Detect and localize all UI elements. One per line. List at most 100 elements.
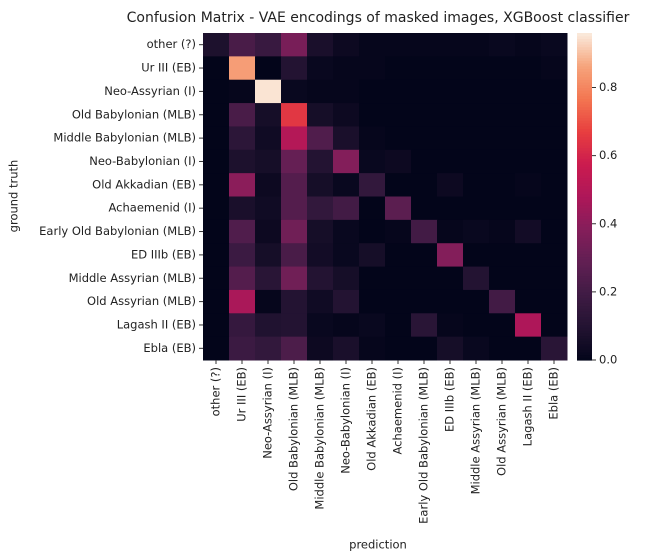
heatmap-cell bbox=[411, 196, 438, 221]
heatmap-cell bbox=[255, 219, 282, 244]
colorbar-tick-label: 0.2 bbox=[599, 284, 617, 298]
heatmap-cell bbox=[437, 336, 464, 361]
colorbar-segment bbox=[577, 188, 592, 192]
heatmap-cell bbox=[333, 56, 360, 81]
heatmap-cell bbox=[333, 243, 360, 268]
colorbar-segment bbox=[577, 139, 592, 143]
heatmap-cell bbox=[359, 243, 386, 268]
colorbar-segment bbox=[577, 324, 592, 328]
colorbar-segment bbox=[577, 38, 592, 42]
heatmap-cell bbox=[385, 289, 412, 314]
heatmap-cell bbox=[541, 196, 568, 221]
colorbar-segment bbox=[577, 112, 592, 116]
colorbar-segment bbox=[577, 313, 592, 317]
heatmap-cell bbox=[463, 33, 490, 57]
heatmap-cell bbox=[541, 103, 568, 127]
heatmap-cell bbox=[515, 266, 542, 291]
colorbar-segment bbox=[577, 294, 592, 298]
heatmap-cell bbox=[281, 289, 308, 314]
heatmap-cell bbox=[515, 313, 542, 338]
heatmap-cell bbox=[463, 173, 490, 197]
y-tick-label: Neo-Babylonian (I) bbox=[89, 154, 196, 168]
colorbar-segment bbox=[577, 215, 592, 219]
heatmap-cell bbox=[307, 243, 334, 268]
heatmap-cell bbox=[333, 266, 360, 291]
y-tick-label: Early Old Babylonian (MLB) bbox=[39, 224, 196, 238]
y-tick-label: Middle Babylonian (MLB) bbox=[53, 131, 196, 145]
heatmap-cell bbox=[385, 126, 412, 151]
heatmap-cell bbox=[411, 313, 438, 338]
heatmap-cell bbox=[203, 149, 230, 174]
heatmap-cell bbox=[437, 173, 464, 197]
colorbar-segment bbox=[577, 354, 592, 358]
y-axis-label: ground truth bbox=[7, 160, 21, 233]
heatmap-cell bbox=[515, 79, 542, 104]
colorbar-segment bbox=[577, 261, 592, 266]
colorbar-segment bbox=[577, 142, 592, 146]
colorbar-segment bbox=[577, 340, 592, 345]
colorbar-segment bbox=[577, 286, 592, 290]
x-axis-label: prediction bbox=[349, 538, 407, 552]
heatmap-cell bbox=[437, 289, 464, 314]
heatmap-cell bbox=[229, 79, 256, 104]
colorbar-segment bbox=[577, 169, 592, 173]
heatmap-cell bbox=[489, 103, 516, 127]
heatmap-cell bbox=[437, 313, 464, 338]
colorbar-segment bbox=[577, 207, 592, 211]
colorbar-segment bbox=[577, 152, 592, 157]
heatmap-cell bbox=[541, 313, 568, 338]
heatmap-cell bbox=[437, 79, 464, 104]
colorbar-segment bbox=[577, 144, 592, 149]
colorbar-segment bbox=[577, 297, 592, 301]
heatmap-cell bbox=[463, 79, 490, 104]
colorbar-segment bbox=[577, 237, 592, 241]
heatmap-cell bbox=[463, 313, 490, 338]
heatmap-cell bbox=[281, 149, 308, 174]
heatmap-cell bbox=[307, 33, 334, 57]
heatmap-cell bbox=[203, 219, 230, 244]
colorbar-segment bbox=[577, 147, 592, 151]
heatmap-cell bbox=[255, 126, 282, 151]
colorbar-segment bbox=[577, 161, 592, 165]
colorbar-segment bbox=[577, 253, 592, 258]
colorbar-segment bbox=[577, 289, 592, 293]
heatmap-cell bbox=[229, 126, 256, 151]
heatmap-cell bbox=[229, 173, 256, 197]
colorbar-segment bbox=[577, 82, 592, 86]
heatmap-cell bbox=[307, 56, 334, 81]
colorbar-segment bbox=[577, 128, 592, 132]
heatmap-cell bbox=[359, 33, 386, 57]
heatmap-cell bbox=[333, 219, 360, 244]
colorbar-segment bbox=[577, 35, 592, 40]
heatmap-cell bbox=[255, 56, 282, 81]
heatmap-cell bbox=[203, 56, 230, 81]
y-tick-label: Middle Assyrian (MLB) bbox=[69, 271, 196, 285]
colorbar-segment bbox=[577, 351, 592, 356]
colorbar-segment bbox=[577, 191, 592, 195]
y-tick-label: Old Assyrian (MLB) bbox=[87, 294, 196, 308]
heatmap-cell bbox=[203, 79, 230, 104]
colorbar-segment bbox=[577, 316, 592, 320]
colorbar-segment bbox=[577, 52, 592, 56]
heatmap-cell bbox=[359, 173, 386, 197]
colorbar-segment bbox=[577, 196, 592, 200]
heatmap-cell bbox=[515, 336, 542, 361]
heatmap-cell bbox=[437, 219, 464, 244]
colorbar-segment bbox=[577, 65, 592, 70]
heatmap-cell bbox=[281, 196, 308, 221]
heatmap-cell bbox=[411, 219, 438, 244]
x-tick-label: ED IIIb (EB) bbox=[443, 367, 457, 432]
colorbar-segment bbox=[577, 270, 592, 274]
colorbar-segment bbox=[577, 90, 592, 94]
heatmap-cell bbox=[385, 243, 412, 268]
y-tick-label: Old Babylonian (MLB) bbox=[72, 107, 196, 121]
heatmap-cell bbox=[515, 173, 542, 197]
colorbar-segment bbox=[577, 343, 592, 347]
heatmap-cell bbox=[541, 126, 568, 151]
colorbar-segment bbox=[577, 221, 592, 225]
heatmap-cell bbox=[359, 79, 386, 104]
heatmap-cell bbox=[203, 196, 230, 221]
heatmap-cell bbox=[385, 196, 412, 221]
heatmap-cell bbox=[255, 173, 282, 197]
